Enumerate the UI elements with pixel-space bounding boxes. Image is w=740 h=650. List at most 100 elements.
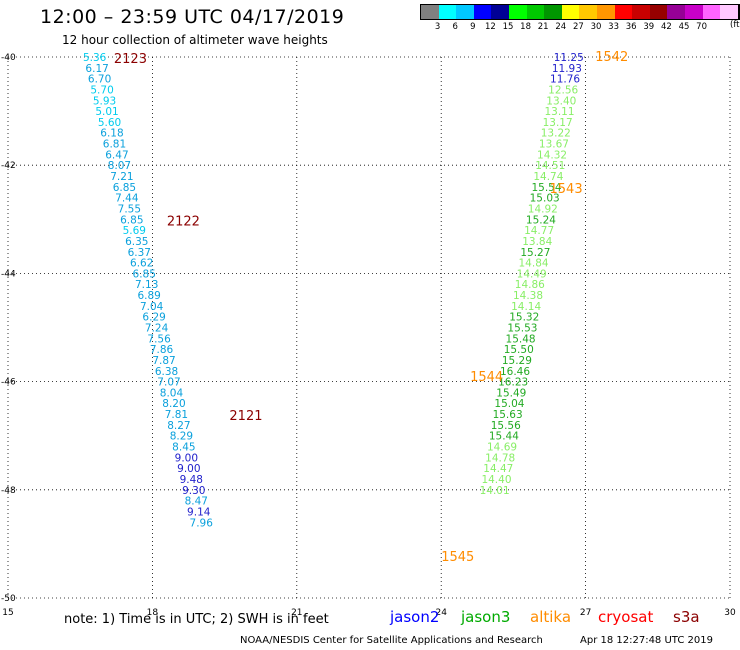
legend-label: 24 [555, 22, 567, 32]
legend-swatch [579, 5, 597, 19]
wave-height-value: 14.77 [524, 225, 554, 237]
x-tick-label: 24 [435, 608, 447, 618]
legend-label: 42 [660, 22, 672, 32]
wave-height-value: 15.24 [526, 214, 556, 226]
wave-height-value: 7.44 [115, 193, 139, 205]
legend-swatches [420, 4, 740, 20]
wave-height-value: 6.47 [105, 149, 128, 161]
legend-swatch [649, 5, 668, 19]
wave-height-value: 14.86 [515, 279, 545, 291]
wave-height-value: 5.70 [90, 84, 113, 96]
legend-swatch [508, 5, 527, 19]
wave-height-value: 7.21 [110, 171, 133, 183]
y-tick-label: -44 [1, 269, 16, 279]
wave-height-value: 7.07 [157, 377, 180, 389]
wave-height-value: 14.51 [535, 160, 565, 172]
wave-height-value: 6.85 [120, 214, 143, 226]
wave-height-value: 7.56 [147, 333, 171, 345]
legend-label: 30 [590, 22, 602, 32]
wave-height-value: 14.14 [511, 301, 541, 313]
legend-label: 3 [434, 22, 441, 32]
legend-swatch [720, 5, 738, 19]
legend-swatch [596, 5, 615, 19]
wave-height-value: 14.69 [487, 442, 517, 454]
legend-swatch [526, 5, 545, 19]
wave-height-value: 14.84 [519, 258, 549, 270]
pass-label: 2123 [114, 52, 147, 67]
wave-height-value: 6.37 [128, 247, 151, 259]
wave-height-value: 7.24 [145, 323, 169, 335]
wave-height-value: 14.38 [513, 290, 543, 302]
wave-height-value: 7.04 [140, 301, 164, 313]
x-tick-label: 30 [724, 608, 736, 618]
wave-height-value: 13.40 [546, 95, 576, 107]
legend-swatch [456, 5, 474, 19]
y-tick-label: -48 [1, 486, 16, 496]
wave-height-value: 16.46 [500, 366, 530, 378]
footer-credit: NOAA/NESDIS Center for Satellite Applica… [240, 635, 543, 646]
note-text: note: 1) Time is in UTC; 2) SWH is in fe… [64, 612, 329, 627]
wave-height-value: 8.07 [108, 160, 131, 172]
wave-height-value: 15.44 [489, 431, 519, 443]
wave-height-value: 9.14 [187, 506, 211, 518]
legend-label: 70 [696, 22, 708, 32]
wave-height-value: 15.04 [494, 398, 524, 410]
wave-height-value: 8.47 [185, 496, 208, 508]
wave-height-value: 13.17 [543, 117, 573, 129]
legend-swatch [473, 5, 492, 19]
wave-height-value: 14.92 [528, 203, 558, 215]
legend-swatch [421, 5, 439, 19]
wave-height-value: 5.93 [93, 95, 116, 107]
legend-swatch [702, 5, 721, 19]
wave-height-value: 6.35 [125, 236, 148, 248]
sat-altika: altika [530, 608, 572, 626]
wave-height-value: 6.38 [155, 366, 178, 378]
wave-height-value: 13.67 [539, 139, 569, 151]
x-tick-label: 21 [291, 608, 302, 618]
wave-height-value: 14.47 [483, 463, 513, 475]
sat-jason2: jason2 [390, 608, 440, 626]
wave-height-value: 13.11 [544, 106, 574, 118]
wave-height-value: 15.50 [504, 344, 534, 356]
wave-height-value: 7.96 [190, 517, 214, 529]
wave-height-value: 7.55 [118, 203, 141, 215]
wave-height-value: 8.45 [172, 442, 195, 454]
wave-height-value: 6.62 [130, 258, 153, 270]
wave-height-value: 14.01 [480, 485, 510, 497]
pass-label: 1544 [470, 370, 503, 385]
wave-height-value: 15.03 [530, 193, 560, 205]
pass-label: 1545 [441, 550, 474, 565]
wave-height-value: 9.00 [175, 452, 198, 464]
wave-height-value: 8.29 [170, 431, 193, 443]
wave-height-value: 15.32 [509, 312, 539, 324]
legend-swatch [632, 5, 650, 19]
map-title: 12:00 – 23:59 UTC 04/17/2019 [40, 6, 345, 28]
wave-height-value: 6.85 [113, 182, 136, 194]
wave-height-value: 15.49 [496, 387, 526, 399]
wave-height-value: 6.29 [142, 312, 165, 324]
pass-label: 1543 [550, 182, 583, 197]
wave-height-value: 6.81 [103, 139, 126, 151]
sat-cryosat: cryosat [598, 608, 654, 626]
wave-height-value: 6.70 [88, 74, 111, 86]
y-tick-label: -46 [1, 378, 16, 388]
legend-swatch [684, 5, 703, 19]
x-tick-label: 18 [147, 608, 159, 618]
legend-label: 45 [678, 22, 690, 32]
wave-height-value: 8.04 [160, 387, 184, 399]
map-subtitle: 12 hour collection of altimeter wave hei… [62, 33, 328, 47]
wave-height-value: 13.84 [522, 236, 552, 248]
wave-height-value: 14.32 [537, 149, 567, 161]
legend-swatch [667, 5, 685, 19]
legend-swatch [614, 5, 633, 19]
sat-jason3: jason3 [461, 608, 511, 626]
wave-height-value: 11.93 [552, 63, 582, 75]
legend-labels: 3 6 9 12 15 18 21 24 27 30 33 36 39 42 45 70 [420, 20, 740, 32]
wave-height-value: 15.56 [491, 420, 521, 432]
wave-height-value: 11.25 [554, 52, 584, 64]
wave-height-value: 14.74 [533, 171, 563, 183]
wave-height-value: 8.27 [167, 420, 190, 432]
wave-height-value: 8.20 [162, 398, 185, 410]
